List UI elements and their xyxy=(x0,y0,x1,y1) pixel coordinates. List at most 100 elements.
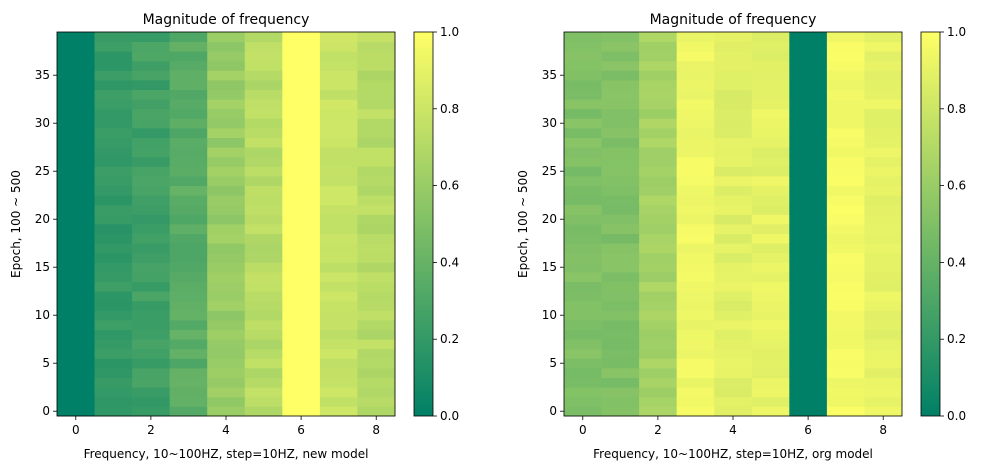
panel-new-model: Magnitude of frequency 0 2 4 6 8 0 5 10 15 20 25 3… xyxy=(9,12,459,461)
heatmap-cell xyxy=(244,195,283,206)
heatmap-cell xyxy=(676,185,715,196)
heatmap-cell xyxy=(94,300,133,311)
heatmap-cell xyxy=(639,147,678,158)
y-tick-label: 30 xyxy=(35,116,50,130)
y-tick-label: 25 xyxy=(542,164,557,178)
heatmap-cell xyxy=(789,214,828,225)
colorbar-tick-label: 0.0 xyxy=(440,409,459,423)
heatmap-cell xyxy=(132,60,171,71)
heatmap-cell xyxy=(864,243,903,254)
heatmap-cell xyxy=(319,185,358,196)
heatmap-cell xyxy=(564,176,602,186)
heatmap-cell xyxy=(207,233,246,244)
heatmap-cell xyxy=(169,60,208,71)
heatmap-cell xyxy=(601,195,640,206)
heatmap-cell xyxy=(601,51,640,62)
heatmap-cell xyxy=(789,291,828,302)
heatmap-cell xyxy=(94,358,133,369)
heatmap-cell xyxy=(169,300,208,311)
heatmap-cell xyxy=(564,156,602,167)
heatmap-cell xyxy=(564,377,602,388)
heatmap-cell xyxy=(564,185,602,196)
heatmap-cell xyxy=(57,320,95,330)
heatmap-cell xyxy=(714,281,753,292)
heatmap-cell xyxy=(319,214,358,225)
heatmap-cell xyxy=(94,406,133,417)
heatmap-cell xyxy=(207,156,246,167)
heatmap-cell xyxy=(714,291,753,302)
heatmap-cell xyxy=(357,358,396,369)
heatmap-cell xyxy=(601,262,640,273)
heatmap-cell xyxy=(639,32,678,42)
heatmap-cell xyxy=(207,32,246,42)
heatmap-cell xyxy=(57,137,95,148)
heatmap-cell xyxy=(132,281,171,292)
heatmap-cell xyxy=(207,118,246,129)
heatmap-cell xyxy=(94,70,133,81)
heatmap-cell xyxy=(639,214,678,225)
heatmap-cell xyxy=(826,377,865,388)
heatmap-cell xyxy=(639,396,678,407)
heatmap-cell xyxy=(282,137,321,148)
heatmap-cell xyxy=(132,396,171,407)
heatmap-cell xyxy=(357,108,396,119)
heatmap-cell xyxy=(244,204,283,215)
heatmap-cell xyxy=(282,396,321,407)
heatmap-cell xyxy=(94,252,133,263)
heatmap-cell xyxy=(601,166,640,177)
heatmap-cell xyxy=(357,252,396,263)
heatmap-cell xyxy=(57,291,95,302)
heatmap-cell xyxy=(601,118,640,129)
heatmap-cell xyxy=(207,137,246,148)
heatmap-cell xyxy=(319,339,358,350)
heatmap-cell xyxy=(132,339,171,350)
heatmap-cell xyxy=(282,80,321,90)
heatmap-cell xyxy=(864,281,903,292)
heatmap-cell xyxy=(169,147,208,158)
heatmap-cell xyxy=(864,41,903,52)
heatmap-cell xyxy=(357,185,396,196)
heatmap-cell xyxy=(244,99,283,110)
heatmap-cell xyxy=(357,99,396,110)
heatmap-cell xyxy=(864,60,903,71)
heatmap-cell xyxy=(57,329,95,340)
colorbar-tick-label: 0.8 xyxy=(440,102,459,116)
heatmap-cell xyxy=(207,329,246,340)
heatmap-cell xyxy=(244,32,283,42)
heatmap-cell xyxy=(94,348,133,359)
heatmap-cell xyxy=(207,214,246,225)
heatmap-cell xyxy=(639,320,678,330)
heatmap-cell xyxy=(244,176,283,186)
heatmap-cell xyxy=(207,195,246,206)
heatmap-cell xyxy=(789,272,828,282)
heatmap-cell xyxy=(57,377,95,388)
heatmap-cell xyxy=(132,128,171,138)
heatmap-cell xyxy=(244,262,283,273)
heatmap-cell xyxy=(751,176,790,186)
heatmap-cell xyxy=(94,396,133,407)
heatmap-cell xyxy=(639,348,678,359)
heatmap-cell xyxy=(282,99,321,110)
heatmap-cell xyxy=(826,233,865,244)
heatmap-cell xyxy=(601,176,640,186)
heatmap-cell xyxy=(789,348,828,359)
heatmap-cell xyxy=(207,89,246,100)
heatmap-cell xyxy=(676,176,715,186)
heatmap-cell xyxy=(319,60,358,71)
heatmap-cell xyxy=(357,156,396,167)
heatmap-cell xyxy=(244,300,283,311)
heatmap-cell xyxy=(601,137,640,148)
heatmap-cell xyxy=(244,243,283,254)
heatmap-cell xyxy=(244,147,283,158)
heatmap-cell xyxy=(826,291,865,302)
heatmap-cell xyxy=(357,281,396,292)
heatmap-cell xyxy=(601,89,640,100)
heatmap-cell xyxy=(282,281,321,292)
heatmap-cell xyxy=(207,406,246,417)
heatmap-cell xyxy=(244,214,283,225)
heatmap-cell xyxy=(714,99,753,110)
heatmap-cell xyxy=(639,252,678,263)
heatmap-cell xyxy=(94,51,133,62)
heatmap-cell xyxy=(676,147,715,158)
heatmap-cell xyxy=(751,348,790,359)
